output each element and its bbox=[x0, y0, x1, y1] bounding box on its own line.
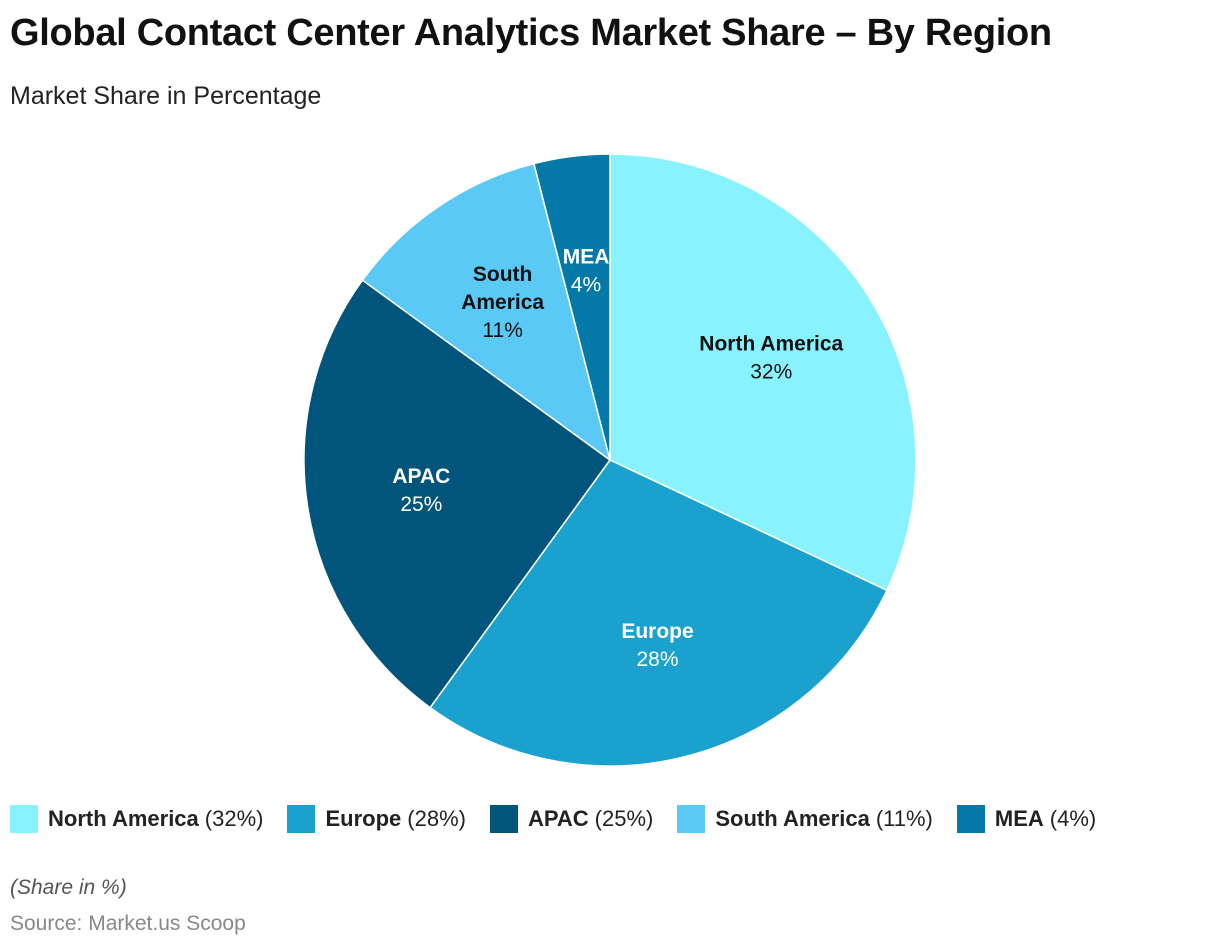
slice-label-name: America bbox=[461, 291, 544, 314]
slice-label-value: 11% bbox=[482, 319, 522, 342]
slice-label-value: 32% bbox=[750, 361, 792, 384]
pie-slice-north-america bbox=[609, 153, 917, 592]
slice-label: Europe 28% bbox=[621, 620, 693, 671]
legend-value: (4%) bbox=[1049, 806, 1097, 831]
legend-swatch bbox=[287, 805, 316, 833]
slice-label: APAC 25% bbox=[392, 465, 450, 516]
legend-label: North America bbox=[48, 806, 199, 831]
legend-swatch bbox=[956, 805, 985, 833]
units-note: (Share in %) bbox=[10, 876, 127, 899]
slice-label-value: 25% bbox=[400, 493, 442, 516]
slice-label-value: 28% bbox=[636, 648, 678, 671]
legend-value: (25%) bbox=[594, 806, 654, 831]
pie-chart: North America 32% Europe 28% APAC 25% South Ame… bbox=[303, 153, 917, 767]
slice-label-name: MEA bbox=[563, 246, 610, 269]
legend-label: Europe bbox=[325, 806, 402, 831]
slice-label: South America 11% bbox=[461, 263, 544, 342]
slice-label-value: 4% bbox=[571, 274, 601, 297]
chart-title: Global Contact Center Analytics Market S… bbox=[10, 12, 1052, 54]
legend-value: (28%) bbox=[407, 806, 466, 831]
legend-item: APAC (25%) bbox=[489, 805, 654, 833]
slice-label-name: APAC bbox=[392, 465, 450, 488]
pie-slice-europe bbox=[429, 459, 888, 767]
legend-swatch bbox=[489, 805, 518, 833]
legend: North America (32%) Europe (28%) APAC (25%) So… bbox=[10, 805, 1120, 833]
pie-slice-mea bbox=[532, 153, 611, 461]
legend-label: South America bbox=[715, 806, 870, 831]
legend-swatch bbox=[10, 805, 38, 833]
slice-label-name: Europe bbox=[621, 620, 693, 643]
legend-value: (11%) bbox=[875, 806, 933, 831]
slice-label: MEA 4% bbox=[563, 246, 610, 297]
legend-label: APAC bbox=[527, 806, 589, 831]
legend-swatch bbox=[677, 805, 706, 833]
slice-label: North America 32% bbox=[699, 333, 843, 384]
pie-slice-south-america bbox=[361, 162, 612, 462]
chart-subtitle: Market Share in Percentage bbox=[10, 82, 322, 110]
legend-item: Europe (28%) bbox=[287, 805, 466, 833]
slice-label-name: South bbox=[473, 263, 532, 286]
source-text: Source: Market.us Scoop bbox=[10, 912, 246, 935]
legend-item: MEA (4%) bbox=[956, 805, 1097, 833]
legend-item: South America (11%) bbox=[677, 805, 933, 833]
legend-value: (32%) bbox=[204, 806, 264, 831]
pie-slice-apac bbox=[303, 279, 612, 709]
legend-label: MEA bbox=[994, 806, 1044, 831]
slice-label-name: North America bbox=[699, 333, 843, 356]
legend-item: North America (32%) bbox=[10, 805, 263, 833]
